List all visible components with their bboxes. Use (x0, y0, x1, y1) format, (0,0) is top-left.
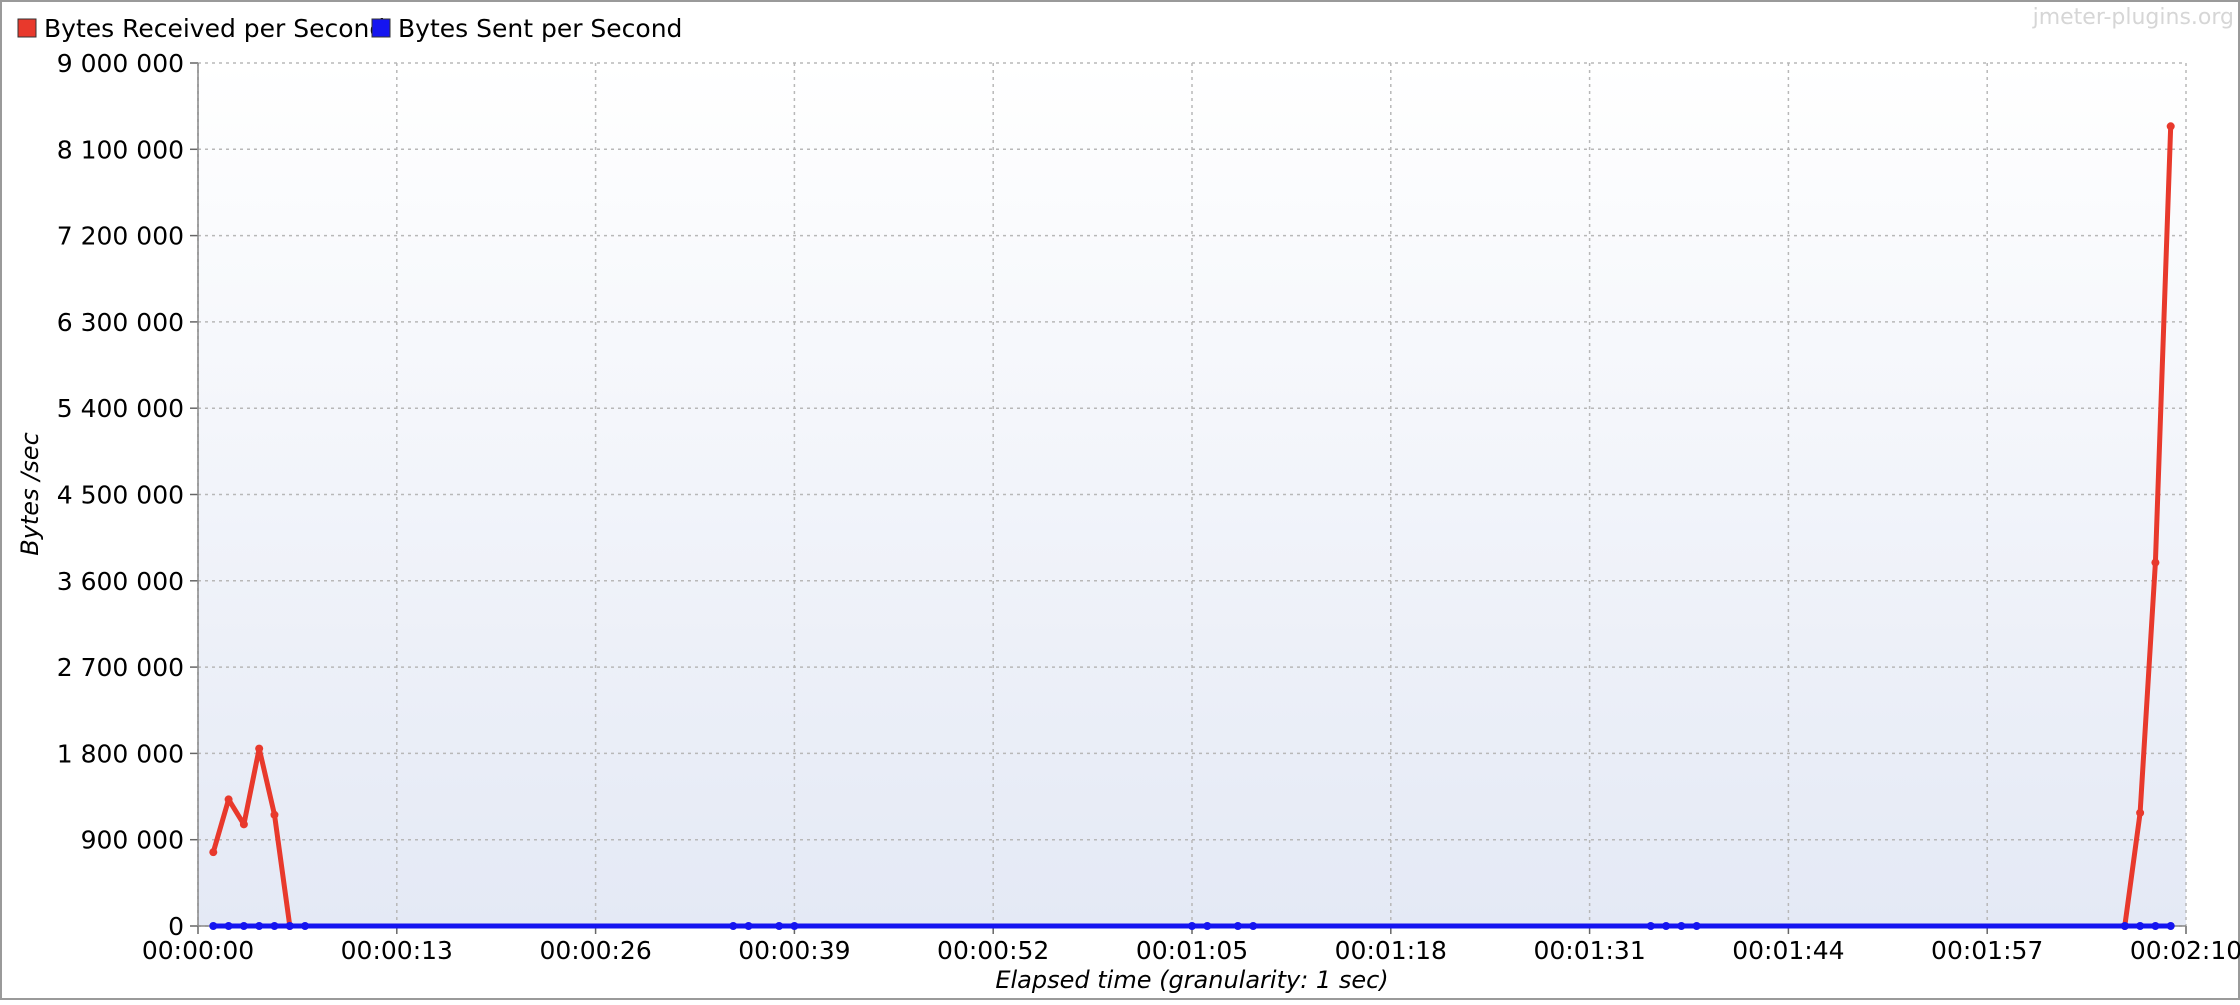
data-point (301, 922, 310, 930)
y-tick-label: 5 400 000 (57, 394, 184, 423)
data-point (744, 922, 753, 930)
y-tick-label: 3 600 000 (57, 567, 184, 596)
y-tick-label: 4 500 000 (57, 481, 184, 510)
y-tick-label: 900 000 (81, 826, 184, 855)
x-tick-label: 00:01:57 (1931, 936, 2043, 965)
data-point (1188, 922, 1196, 930)
series-bytes-sent (209, 922, 2175, 930)
series-line (210, 123, 2174, 929)
data-point (2166, 122, 2175, 131)
x-tick-label: 00:02:10 (2130, 936, 2240, 965)
data-point (224, 795, 233, 804)
data-point (1662, 922, 1671, 930)
legend-swatch-received (17, 18, 37, 38)
data-point (1646, 922, 1655, 930)
y-tick-label: 6 300 000 (57, 308, 184, 337)
legend: Bytes Received per Second Bytes Sent per… (17, 14, 682, 43)
y-tick-label: 1 800 000 (57, 739, 184, 768)
data-point (775, 922, 784, 930)
y-tick-label: 7 200 000 (57, 222, 184, 251)
data-point (2120, 922, 2129, 930)
data-point (270, 810, 279, 819)
y-axis-label: Bytes /sec (16, 432, 44, 556)
x-tick-label: 00:00:00 (142, 936, 254, 965)
data-point (2151, 558, 2160, 567)
x-tick-label: 00:00:39 (738, 936, 850, 965)
data-point (2136, 808, 2145, 817)
series-layer (209, 122, 2175, 930)
data-point (1249, 922, 1258, 930)
data-point (255, 922, 264, 930)
data-point (285, 922, 294, 930)
data-point (270, 922, 279, 930)
data-point (239, 820, 248, 829)
legend-label-received: Bytes Received per Second (44, 14, 385, 43)
y-tick-label: 0 (168, 912, 184, 941)
data-point (2136, 922, 2145, 930)
x-tick-label: 00:01:18 (1335, 936, 1447, 965)
x-tick-label: 00:01:44 (1732, 936, 1844, 965)
data-point (790, 922, 799, 930)
data-point (729, 922, 738, 930)
x-tick-label: 00:00:26 (539, 936, 651, 965)
data-point (2166, 922, 2175, 930)
data-point (255, 744, 264, 753)
data-point (1233, 922, 1242, 930)
y-tick-label: 9 000 000 (57, 49, 184, 78)
data-point (209, 848, 218, 857)
data-point (239, 922, 248, 930)
legend-swatch-sent (371, 18, 391, 38)
x-tick-label: 00:00:52 (937, 936, 1049, 965)
tick-labels: 0 900 000 1 800 000 2 700 000 3 600 000 4 500… (57, 49, 2240, 965)
watermark-text: jmeter-plugins.org (2032, 5, 2234, 30)
y-tick-label: 8 100 000 (57, 135, 184, 164)
y-tick-label: 2 700 000 (57, 653, 184, 682)
data-point (1203, 922, 1212, 930)
x-tick-label: 00:00:13 (341, 936, 453, 965)
x-tick-label: 00:01:05 (1136, 936, 1248, 965)
x-tick-label: 00:01:31 (1533, 936, 1645, 965)
data-point (209, 922, 218, 930)
data-point (1677, 922, 1686, 930)
x-axis-label: Elapsed time (granularity: 1 sec) (995, 966, 1388, 994)
legend-label-sent: Bytes Sent per Second (398, 14, 682, 43)
data-point (2151, 922, 2160, 930)
data-point (224, 922, 233, 930)
data-point (1692, 922, 1701, 930)
